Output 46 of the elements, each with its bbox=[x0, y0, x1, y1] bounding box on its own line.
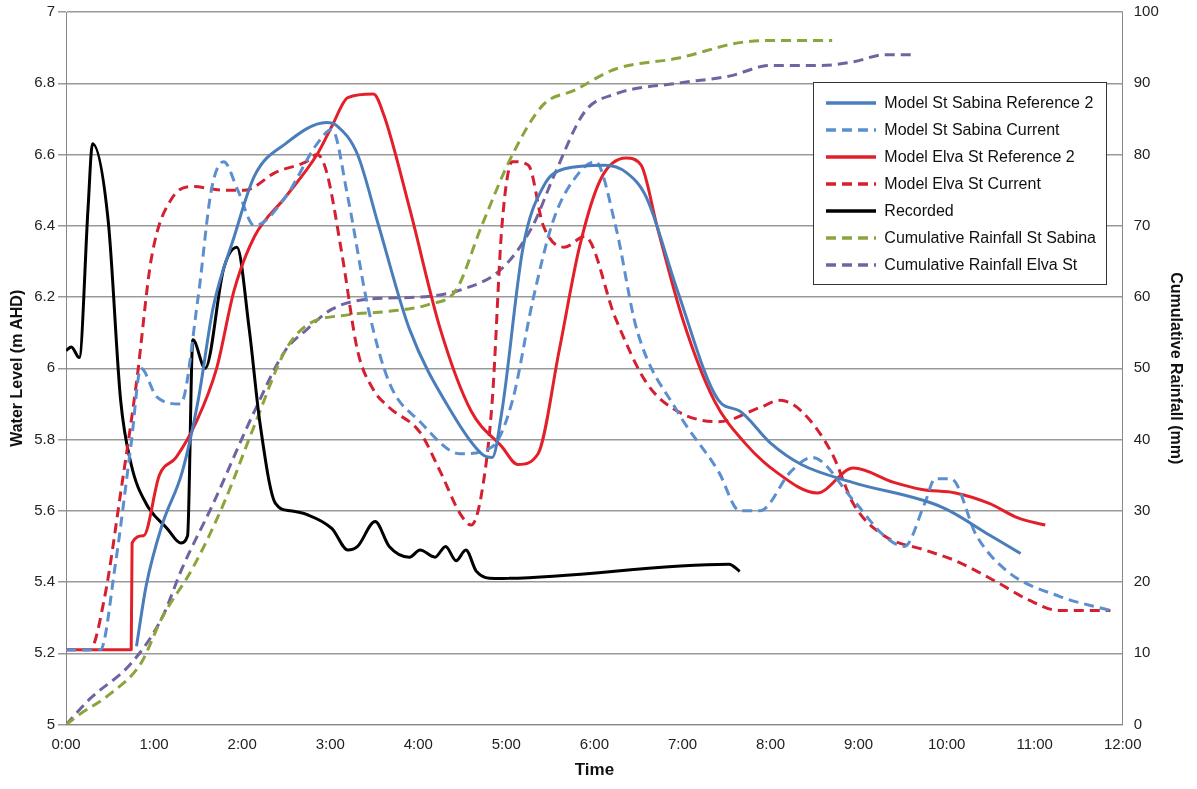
x-tick-label: 8:00 bbox=[755, 734, 786, 752]
x-tick-label: 0:00 bbox=[51, 734, 81, 752]
y2-tick-label: 30 bbox=[1133, 500, 1151, 518]
y2-tick-label: 60 bbox=[1133, 287, 1151, 305]
y2-tick-label: 20 bbox=[1133, 572, 1151, 590]
y2-tick-label: 80 bbox=[1133, 144, 1151, 162]
x-tick-label: 6:00 bbox=[579, 734, 610, 752]
legend-label: Cumulative Rainfall Elva St bbox=[884, 255, 1078, 274]
y-tick-label: 5.4 bbox=[34, 572, 56, 590]
legend-label: Recorded bbox=[884, 201, 954, 220]
legend-label: Model Elva St Current bbox=[884, 174, 1041, 193]
y2-tick-label: 40 bbox=[1133, 429, 1151, 447]
x-tick-label: 5:00 bbox=[491, 734, 521, 752]
x-tick-label: 12:00 bbox=[1104, 734, 1142, 752]
legend-label: Cumulative Rainfall St Sabina bbox=[884, 228, 1096, 247]
y-tick-label: 5.2 bbox=[34, 643, 56, 661]
y-tick-label: 6.6 bbox=[34, 144, 56, 162]
x-tick-label: 9:00 bbox=[843, 734, 874, 752]
y-tick-label: 6.8 bbox=[34, 73, 56, 91]
y2-tick-label: 0 bbox=[1133, 714, 1143, 732]
y-tick-label: 6 bbox=[46, 358, 56, 376]
y-axis-title: Water Level (m AHD) bbox=[8, 289, 26, 447]
y2-tick-label: 100 bbox=[1133, 2, 1159, 20]
y2-tick-label: 70 bbox=[1133, 215, 1151, 233]
y-tick-label: 5 bbox=[46, 714, 56, 732]
y2-axis-title: Cumulative Rainfall (mm) bbox=[1167, 272, 1185, 465]
y2-tick-label: 50 bbox=[1133, 358, 1151, 376]
x-tick-label: 2:00 bbox=[227, 734, 257, 752]
x-tick-label: 7:00 bbox=[667, 734, 698, 752]
y2-tick-label: 10 bbox=[1133, 643, 1151, 661]
x-tick-label: 11:00 bbox=[1016, 734, 1053, 752]
x-axis-title: Time bbox=[574, 760, 615, 780]
y-tick-label: 7 bbox=[46, 2, 56, 20]
y-tick-label: 6.4 bbox=[34, 215, 56, 233]
x-tick-label: 1:00 bbox=[139, 734, 169, 752]
y2-tick-label: 90 bbox=[1133, 73, 1151, 91]
y-tick-label: 5.6 bbox=[34, 500, 56, 518]
x-tick-label: 4:00 bbox=[403, 734, 433, 752]
y-tick-label: 6.2 bbox=[34, 287, 56, 305]
legend-label: Model Elva St Reference 2 bbox=[884, 147, 1075, 166]
x-tick-label: 3:00 bbox=[315, 734, 345, 752]
x-tick-label: 10:00 bbox=[927, 734, 966, 752]
legend-label: Model St Sabina Current bbox=[884, 120, 1060, 139]
y-tick-label: 5.8 bbox=[34, 429, 56, 447]
line-series bbox=[66, 142, 742, 581]
legend-label: Model St Sabina Reference 2 bbox=[884, 93, 1094, 112]
